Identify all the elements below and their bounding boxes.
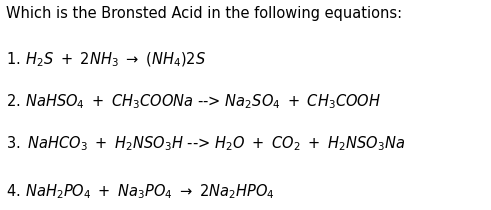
Text: Which is the Bronsted Acid in the following equations:: Which is the Bronsted Acid in the follow…: [6, 6, 402, 21]
Text: $4.\!\ NaH_2PO_4\ +\ Na_3PO_4\ \rightarrow\ 2Na_2HPO_4$: $4.\!\ NaH_2PO_4\ +\ Na_3PO_4\ \rightarr…: [6, 183, 274, 201]
Text: $2.\!\ NaHSO_4\ +\ CH_3COONa\ \mathsf{\text{-->}}\ Na_2SO_4\ +\ CH_3COOH$: $2.\!\ NaHSO_4\ +\ CH_3COONa\ \mathsf{\t…: [6, 92, 381, 111]
Text: $1.\!\ H_2S\ +\ 2NH_3\ \rightarrow\ (NH_4)2S$: $1.\!\ H_2S\ +\ 2NH_3\ \rightarrow\ (NH_…: [6, 50, 206, 69]
Text: $3.\ NaHCO_3\ +\ H_2NSO_3H\ \mathsf{\text{-->}}\ H_2O\ +\ CO_2\ +\ H_2NSO_3Na$: $3.\ NaHCO_3\ +\ H_2NSO_3H\ \mathsf{\tex…: [6, 134, 405, 153]
